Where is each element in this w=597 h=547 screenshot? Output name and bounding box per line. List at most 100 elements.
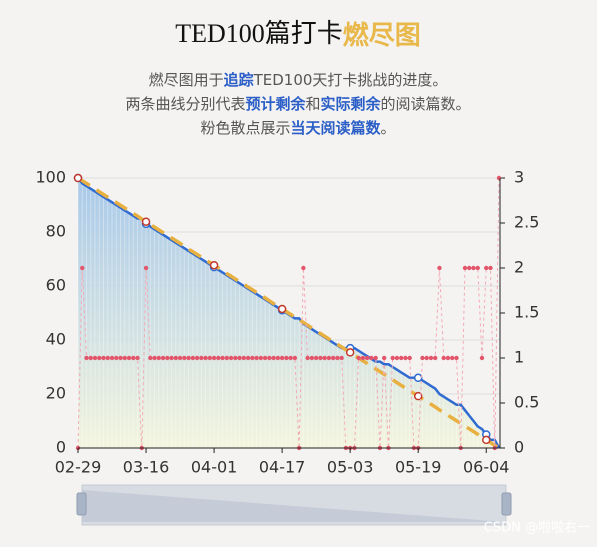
scatter-point [109,355,115,361]
scatter-point [326,355,332,361]
scatter-point [135,355,140,361]
scatter-point [403,355,408,361]
scatter-point [105,355,110,361]
scatter-point [190,355,196,361]
scatter-point [122,355,127,361]
x-tick-label: 04-17 [259,458,306,477]
scatter-point [80,265,85,271]
scatter-point [199,355,204,361]
scatter-point [131,355,136,361]
y2-tick-label: 0 [514,438,524,457]
x-tick-label: 04-01 [191,458,238,477]
y-tick-label: 100 [35,168,66,187]
scatter-point [237,355,242,361]
scatter-point [467,265,472,271]
scatter-point [262,355,268,361]
scatter-point [177,355,183,361]
scatter-point [241,355,247,361]
y-tick-label: 20 [46,384,66,403]
y2-tick-label: 1.5 [514,303,539,322]
scatter-point [245,355,251,361]
point [277,304,287,314]
subtitle-text: 粉色散点展示 [200,119,290,137]
scatter-point [284,355,289,361]
scatter-point [194,355,200,361]
y-tick-label: 40 [46,330,66,349]
subtitle-text: 燃尽图用于 [149,71,224,89]
scatter-point [433,355,438,361]
scatter-point [254,355,259,361]
scatter-point [211,355,217,361]
scatter-point [88,355,93,361]
scatter-point [216,355,221,361]
zoom-handle-left[interactable] [76,492,87,516]
y-tick-label: 60 [46,276,66,295]
subtitle-line: 粉色散点展示当天阅读篇数。 [200,119,395,137]
x-tick-label: 05-19 [395,458,442,477]
scatter-point [475,265,480,271]
scatter-point [441,355,446,361]
scatter-point [101,355,106,361]
scatter-point [143,265,149,271]
scatter-point [309,355,315,361]
scatter-point [148,355,153,361]
scatter-point [305,355,310,361]
scatter-point [288,355,293,361]
scatter-point [339,355,344,361]
scatter-point [381,355,387,361]
scatter-point [496,175,502,181]
scatter-point [224,355,230,361]
scatter-point [356,355,361,361]
scatter-point [233,355,238,361]
point [413,391,423,401]
scatter-point [114,355,119,361]
scatter-point [258,355,264,361]
scatter-point [250,355,255,361]
scatter-point [271,355,276,361]
zoom-handle-right[interactable] [501,492,512,516]
scatter-point [390,355,395,361]
y2-tick-label: 2 [514,258,524,277]
scatter-point [97,355,102,361]
scatter-point [360,355,366,361]
scatter-point [313,355,319,361]
scatter-point [471,265,476,271]
subtitle-highlight: 当天阅读篇数 [290,119,381,137]
y2-tick-label: 0.5 [514,393,539,412]
scatter-point [186,355,191,361]
zoom-shadow [82,490,506,522]
subtitle-line: 燃尽图用于追踪TED100天打卡挑战的进度。 [149,71,448,89]
point [141,217,151,226]
scatter-point [207,355,213,361]
watermark: CSDN @啦啦右一 [484,521,590,536]
scatter-point [126,355,132,361]
point [413,373,423,383]
subtitle-text: 和 [305,95,320,113]
scatter-point [335,355,340,361]
y-tick-label: 0 [56,438,66,457]
x-tick-label: 05-03 [327,458,374,477]
scatter-point [275,355,281,361]
scatter-point [369,355,374,361]
subtitle-text: 两条曲线分别代表 [125,95,245,113]
point [481,435,491,445]
y2-tick-label: 3 [514,168,524,187]
x-tick-label: 03-16 [123,458,170,477]
y-tick-label: 80 [46,222,66,241]
scatter-point [92,355,98,361]
subtitle-highlight: 预计剩余 [245,95,306,113]
scatter-point [279,355,285,361]
line [77,176,500,450]
scatter-point [173,355,179,361]
scatter-point [322,355,327,361]
scatter-point [488,265,493,271]
x-tick-label: 02-29 [55,458,102,477]
scatter-point [437,265,442,271]
scatter-point [373,355,378,361]
scatter-point [445,355,451,361]
scatter-point [424,355,429,361]
scatter-point [398,355,404,361]
scatter-point [267,355,272,361]
